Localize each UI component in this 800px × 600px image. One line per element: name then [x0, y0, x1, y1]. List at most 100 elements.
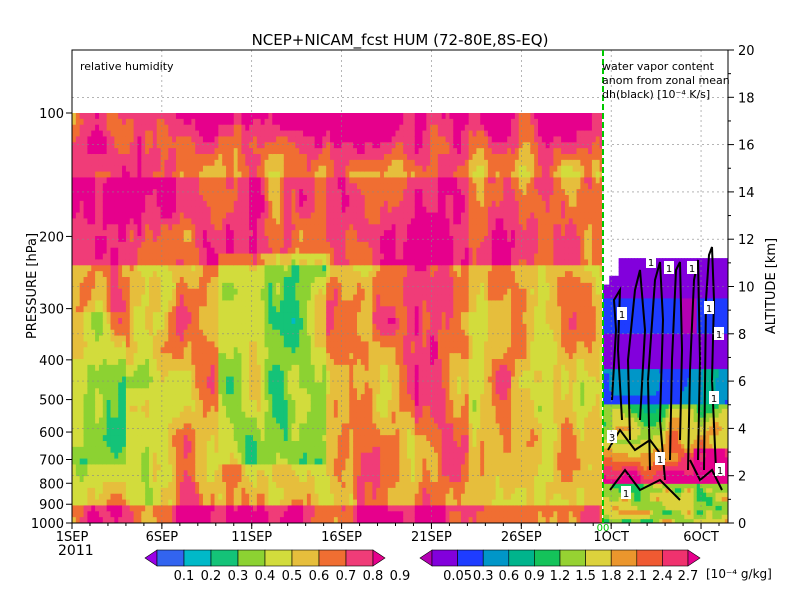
- rh-cell: [229, 353, 235, 360]
- rh-cell: [199, 505, 204, 512]
- rh-cell: [245, 382, 250, 389]
- rh-cell: [114, 171, 119, 179]
- rh-cell: [218, 282, 223, 290]
- rh-cell: [291, 154, 296, 161]
- rh-cell: [337, 159, 343, 167]
- rh-cell: [206, 224, 212, 231]
- rh-cell: [210, 370, 216, 378]
- rh-cell: [129, 224, 135, 231]
- rh-cell: [287, 177, 293, 184]
- rh-cell: [318, 347, 323, 354]
- rh-cell: [95, 458, 100, 466]
- rh-cell: [160, 118, 166, 126]
- rh-cell: [129, 130, 135, 138]
- rh-cell: [337, 124, 343, 132]
- rh-cell: [156, 446, 162, 454]
- rh-cell: [137, 429, 142, 436]
- rh-cell: [326, 464, 331, 471]
- rh-cell: [118, 154, 123, 161]
- rh-cell: [222, 159, 227, 167]
- rh-cell: [303, 189, 308, 196]
- rh-cell: [295, 288, 300, 296]
- rh-cell: [149, 206, 154, 214]
- rh-cell: [330, 148, 335, 155]
- rh-cell: [149, 241, 154, 249]
- rh-cell: [303, 517, 308, 523]
- rh-cell: [233, 517, 239, 523]
- rh-cell: [260, 464, 266, 471]
- rh-cell: [233, 482, 239, 489]
- rh-cell: [333, 300, 339, 307]
- rh-cell: [114, 359, 119, 366]
- rh-cell: [164, 329, 169, 337]
- rh-cell: [291, 136, 296, 143]
- rh-cell: [245, 411, 250, 419]
- rh-cell: [310, 300, 316, 307]
- rh-cell: [125, 388, 131, 395]
- rh-cell: [272, 183, 277, 190]
- rh-cell: [114, 271, 119, 278]
- rh-cell: [260, 388, 266, 395]
- rh-cell: [175, 154, 181, 161]
- rh-cell: [299, 118, 304, 126]
- rh-cell: [160, 183, 166, 190]
- rh-cell: [191, 253, 196, 261]
- rh-cell: [333, 277, 339, 284]
- rh-cell: [256, 329, 262, 337]
- rh-cell: [299, 341, 304, 348]
- rh-cell: [264, 505, 270, 512]
- rh-cell: [345, 130, 350, 138]
- rh-cell: [179, 142, 185, 149]
- rh-cell: [326, 517, 331, 523]
- rh-cell: [152, 288, 158, 296]
- rh-cell: [279, 364, 285, 372]
- rh-cell: [137, 370, 142, 378]
- rh-cell: [279, 458, 285, 466]
- rh-cell: [268, 452, 273, 460]
- rh-cell: [172, 517, 177, 523]
- rh-cell: [318, 171, 323, 179]
- rh-cell: [152, 511, 158, 518]
- rh-cell: [145, 218, 150, 225]
- rh-cell: [233, 318, 239, 325]
- rh-cell: [141, 482, 146, 489]
- rh-cell: [330, 171, 335, 179]
- rh-cell: [118, 341, 123, 348]
- rh-cell: [210, 306, 216, 313]
- rh-cell: [264, 470, 270, 477]
- rh-cell: [125, 306, 131, 313]
- rh-cell: [141, 370, 146, 378]
- rh-cell: [202, 452, 208, 460]
- rh-cell: [98, 482, 104, 489]
- rh-cell: [214, 329, 219, 337]
- rh-cell: [118, 429, 123, 436]
- rh-cell: [137, 154, 142, 161]
- rh-cell: [114, 400, 119, 407]
- rh-cell: [95, 364, 100, 372]
- rh-cell: [260, 282, 266, 290]
- rh-cell: [268, 306, 273, 313]
- rh-cell: [337, 359, 343, 366]
- rh-cell: [303, 318, 308, 325]
- rh-cell: [152, 400, 158, 407]
- rh-cell: [330, 253, 335, 261]
- rh-cell: [303, 382, 308, 389]
- rh-cell: [233, 236, 239, 243]
- rh-cell: [322, 294, 327, 302]
- rh-cell: [91, 189, 96, 196]
- rh-cell: [133, 353, 139, 360]
- rh-cell: [310, 441, 316, 448]
- rh-cell: [202, 288, 208, 296]
- rh-cell: [241, 405, 246, 413]
- rh-cell: [191, 294, 196, 302]
- rh-cell: [72, 253, 77, 261]
- rh-cell: [133, 253, 139, 261]
- rh-cell: [222, 294, 227, 302]
- rh-cell: [287, 353, 293, 360]
- rh-cell: [233, 405, 239, 413]
- rh-cell: [79, 499, 85, 507]
- rh-cell: [202, 370, 208, 378]
- rh-cell: [326, 470, 331, 477]
- rh-cell: [83, 253, 88, 261]
- rh-cell: [156, 130, 162, 138]
